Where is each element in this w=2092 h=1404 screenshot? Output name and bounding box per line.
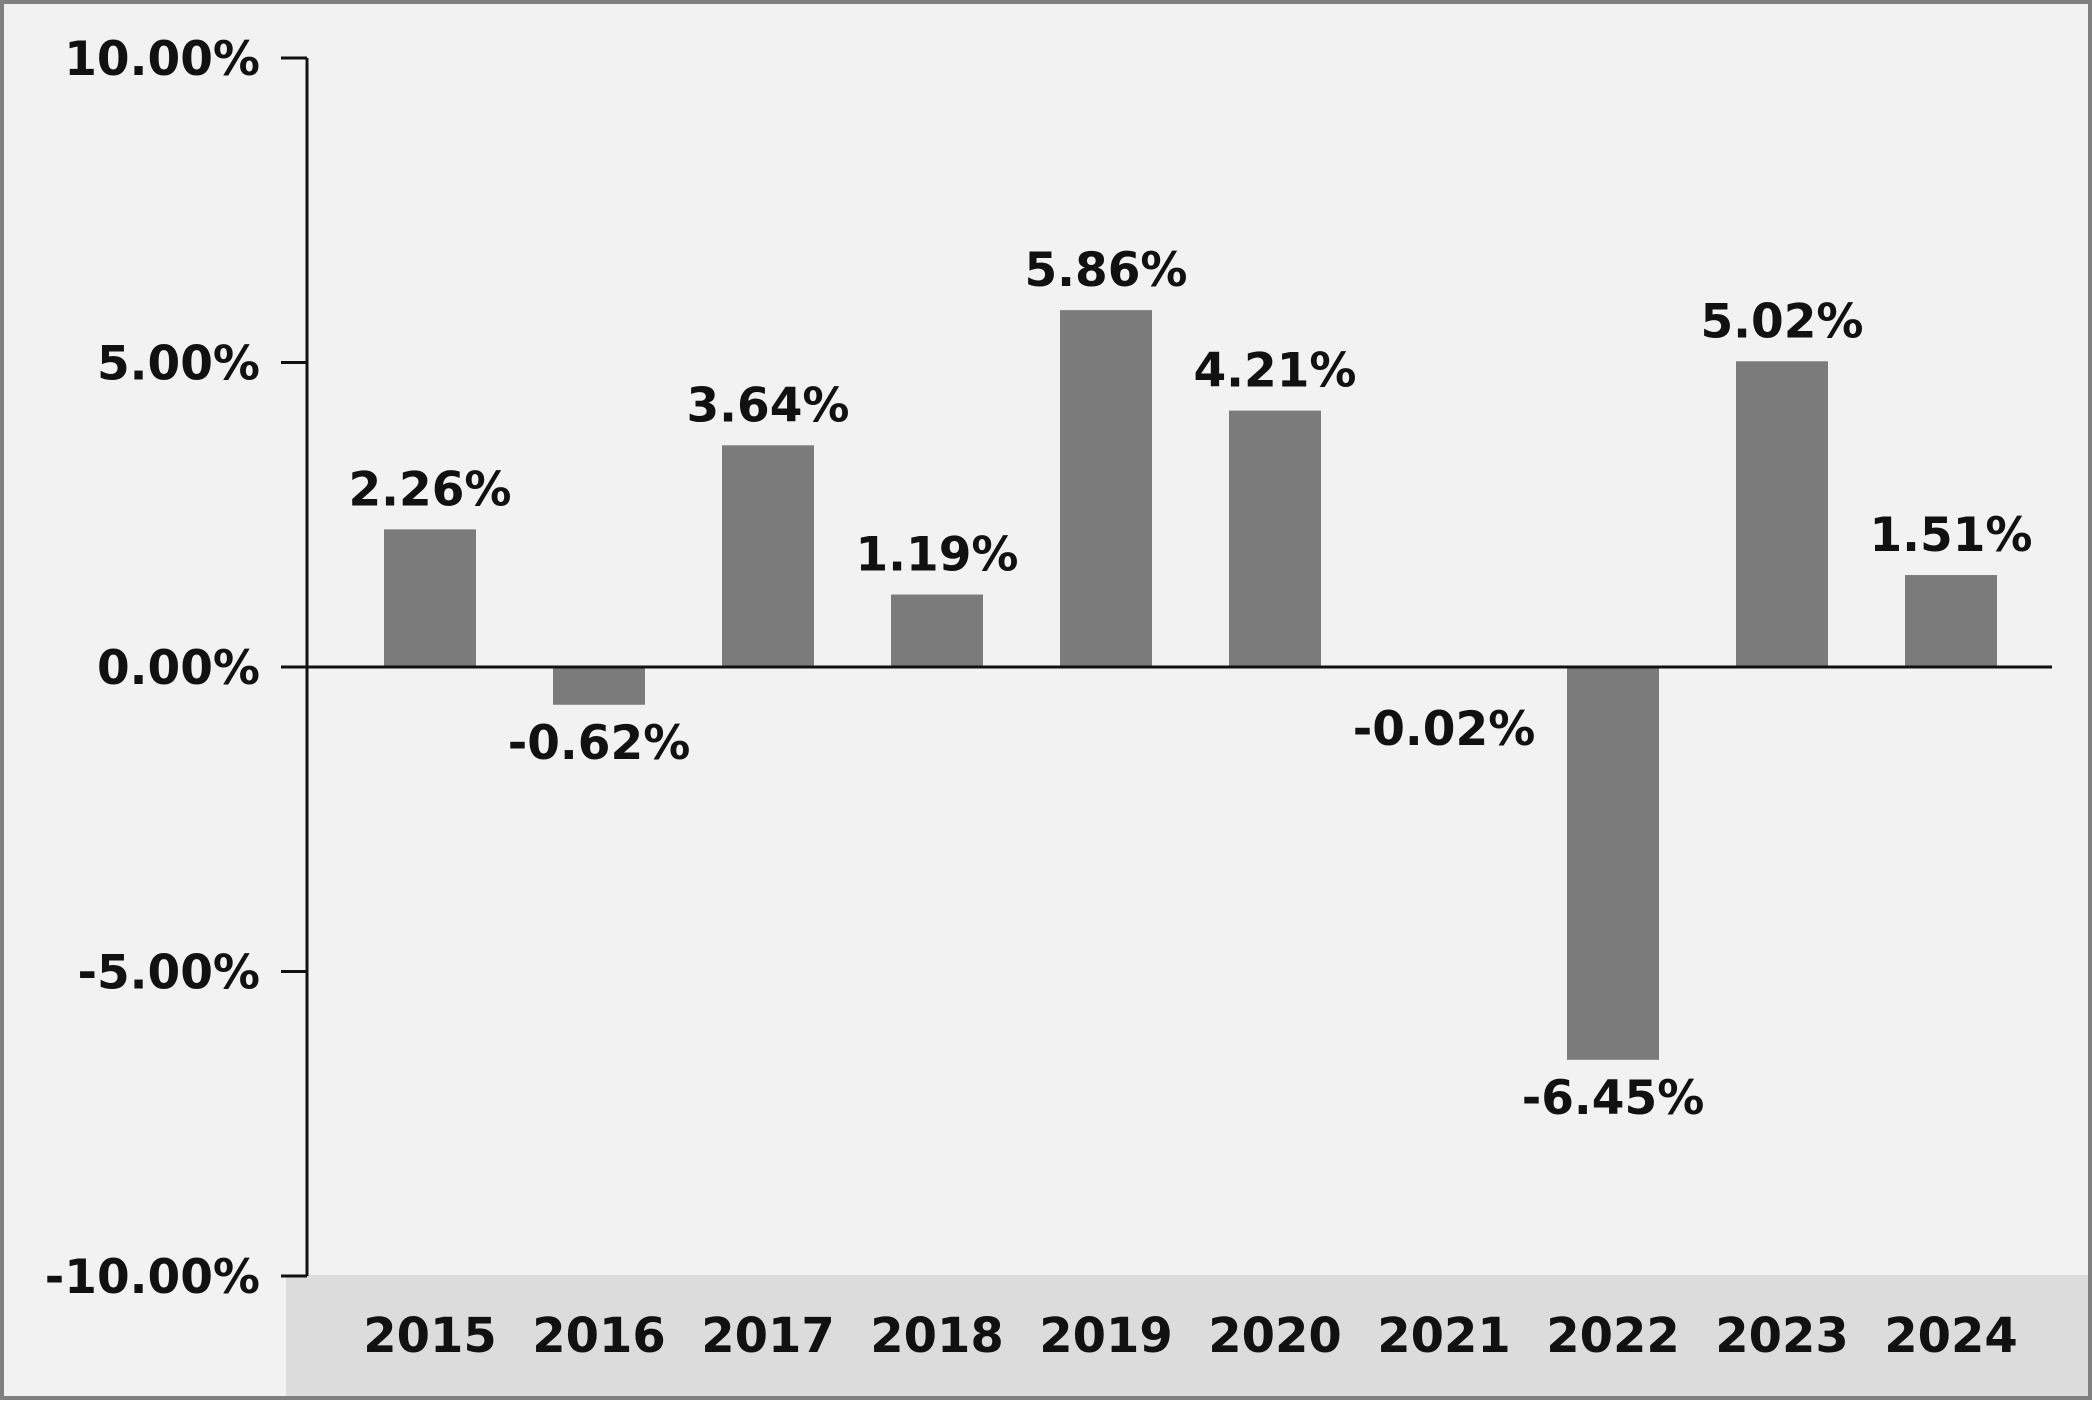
x-tick-label-2023: 2023 (1715, 1308, 1849, 1364)
x-tick-label-2020: 2020 (1208, 1308, 1342, 1364)
y-tick-label: 10.00% (64, 32, 260, 87)
bar-2022 (1567, 667, 1659, 1060)
x-tick-label-2017: 2017 (701, 1308, 835, 1364)
y-tick-label: 0.00% (97, 641, 260, 696)
x-tick-label-2015: 2015 (363, 1308, 497, 1364)
x-tick-label-2022: 2022 (1546, 1308, 1680, 1364)
x-tick-label-2016: 2016 (532, 1308, 666, 1364)
bar-2024 (1905, 575, 1997, 667)
data-label-2018: 1.19% (855, 528, 1018, 583)
bar-2015 (384, 529, 476, 667)
bar-2020 (1229, 410, 1321, 667)
bars-layer (384, 310, 1997, 1060)
data-label-2023: 5.02% (1700, 294, 1863, 349)
axes-layer (281, 56, 2052, 1278)
bar-2019 (1060, 310, 1152, 667)
data-label-2024: 1.51% (1869, 508, 2032, 563)
bar-2023 (1736, 361, 1828, 667)
data-label-2021: -0.02% (1353, 702, 1536, 757)
y-tick-label: 5.00% (97, 337, 260, 392)
x-tick-label-2021: 2021 (1377, 1308, 1511, 1364)
x-tick-label-2018: 2018 (870, 1308, 1004, 1364)
data-label-2019: 5.86% (1024, 243, 1187, 298)
data-labels-layer: 2.26% -0.62% 3.64% 1.19% 5.86%4.21% -0.02% -6.… (348, 243, 2032, 1126)
data-label-2022: -6.45% (1522, 1071, 1705, 1126)
y-tick-label: -5.00% (77, 946, 260, 1001)
data-label-2016: -0.62% (508, 716, 691, 771)
x-axis-band (286, 1275, 2088, 1396)
bar-2018 (891, 594, 983, 667)
x-tick-labels-layer: 2015 2016 2017 2018 2019 2020 2021 2022 2023 2024 (363, 1308, 2018, 1364)
bar-2017 (722, 445, 814, 667)
y-tick-label: -10.00% (45, 1250, 260, 1305)
x-tick-label-2024: 2024 (1884, 1308, 2018, 1364)
data-label-2020: 4.21% (1193, 344, 1356, 399)
data-label-2017: 3.64% (686, 378, 849, 433)
data-label-2015: 2.26% (348, 462, 511, 517)
bar-2016 (553, 667, 645, 705)
y-tick-labels-layer: 10.00% 5.00% 0.00% -5.00% -10.00% (45, 32, 260, 1305)
x-tick-label-2019: 2019 (1039, 1308, 1173, 1364)
